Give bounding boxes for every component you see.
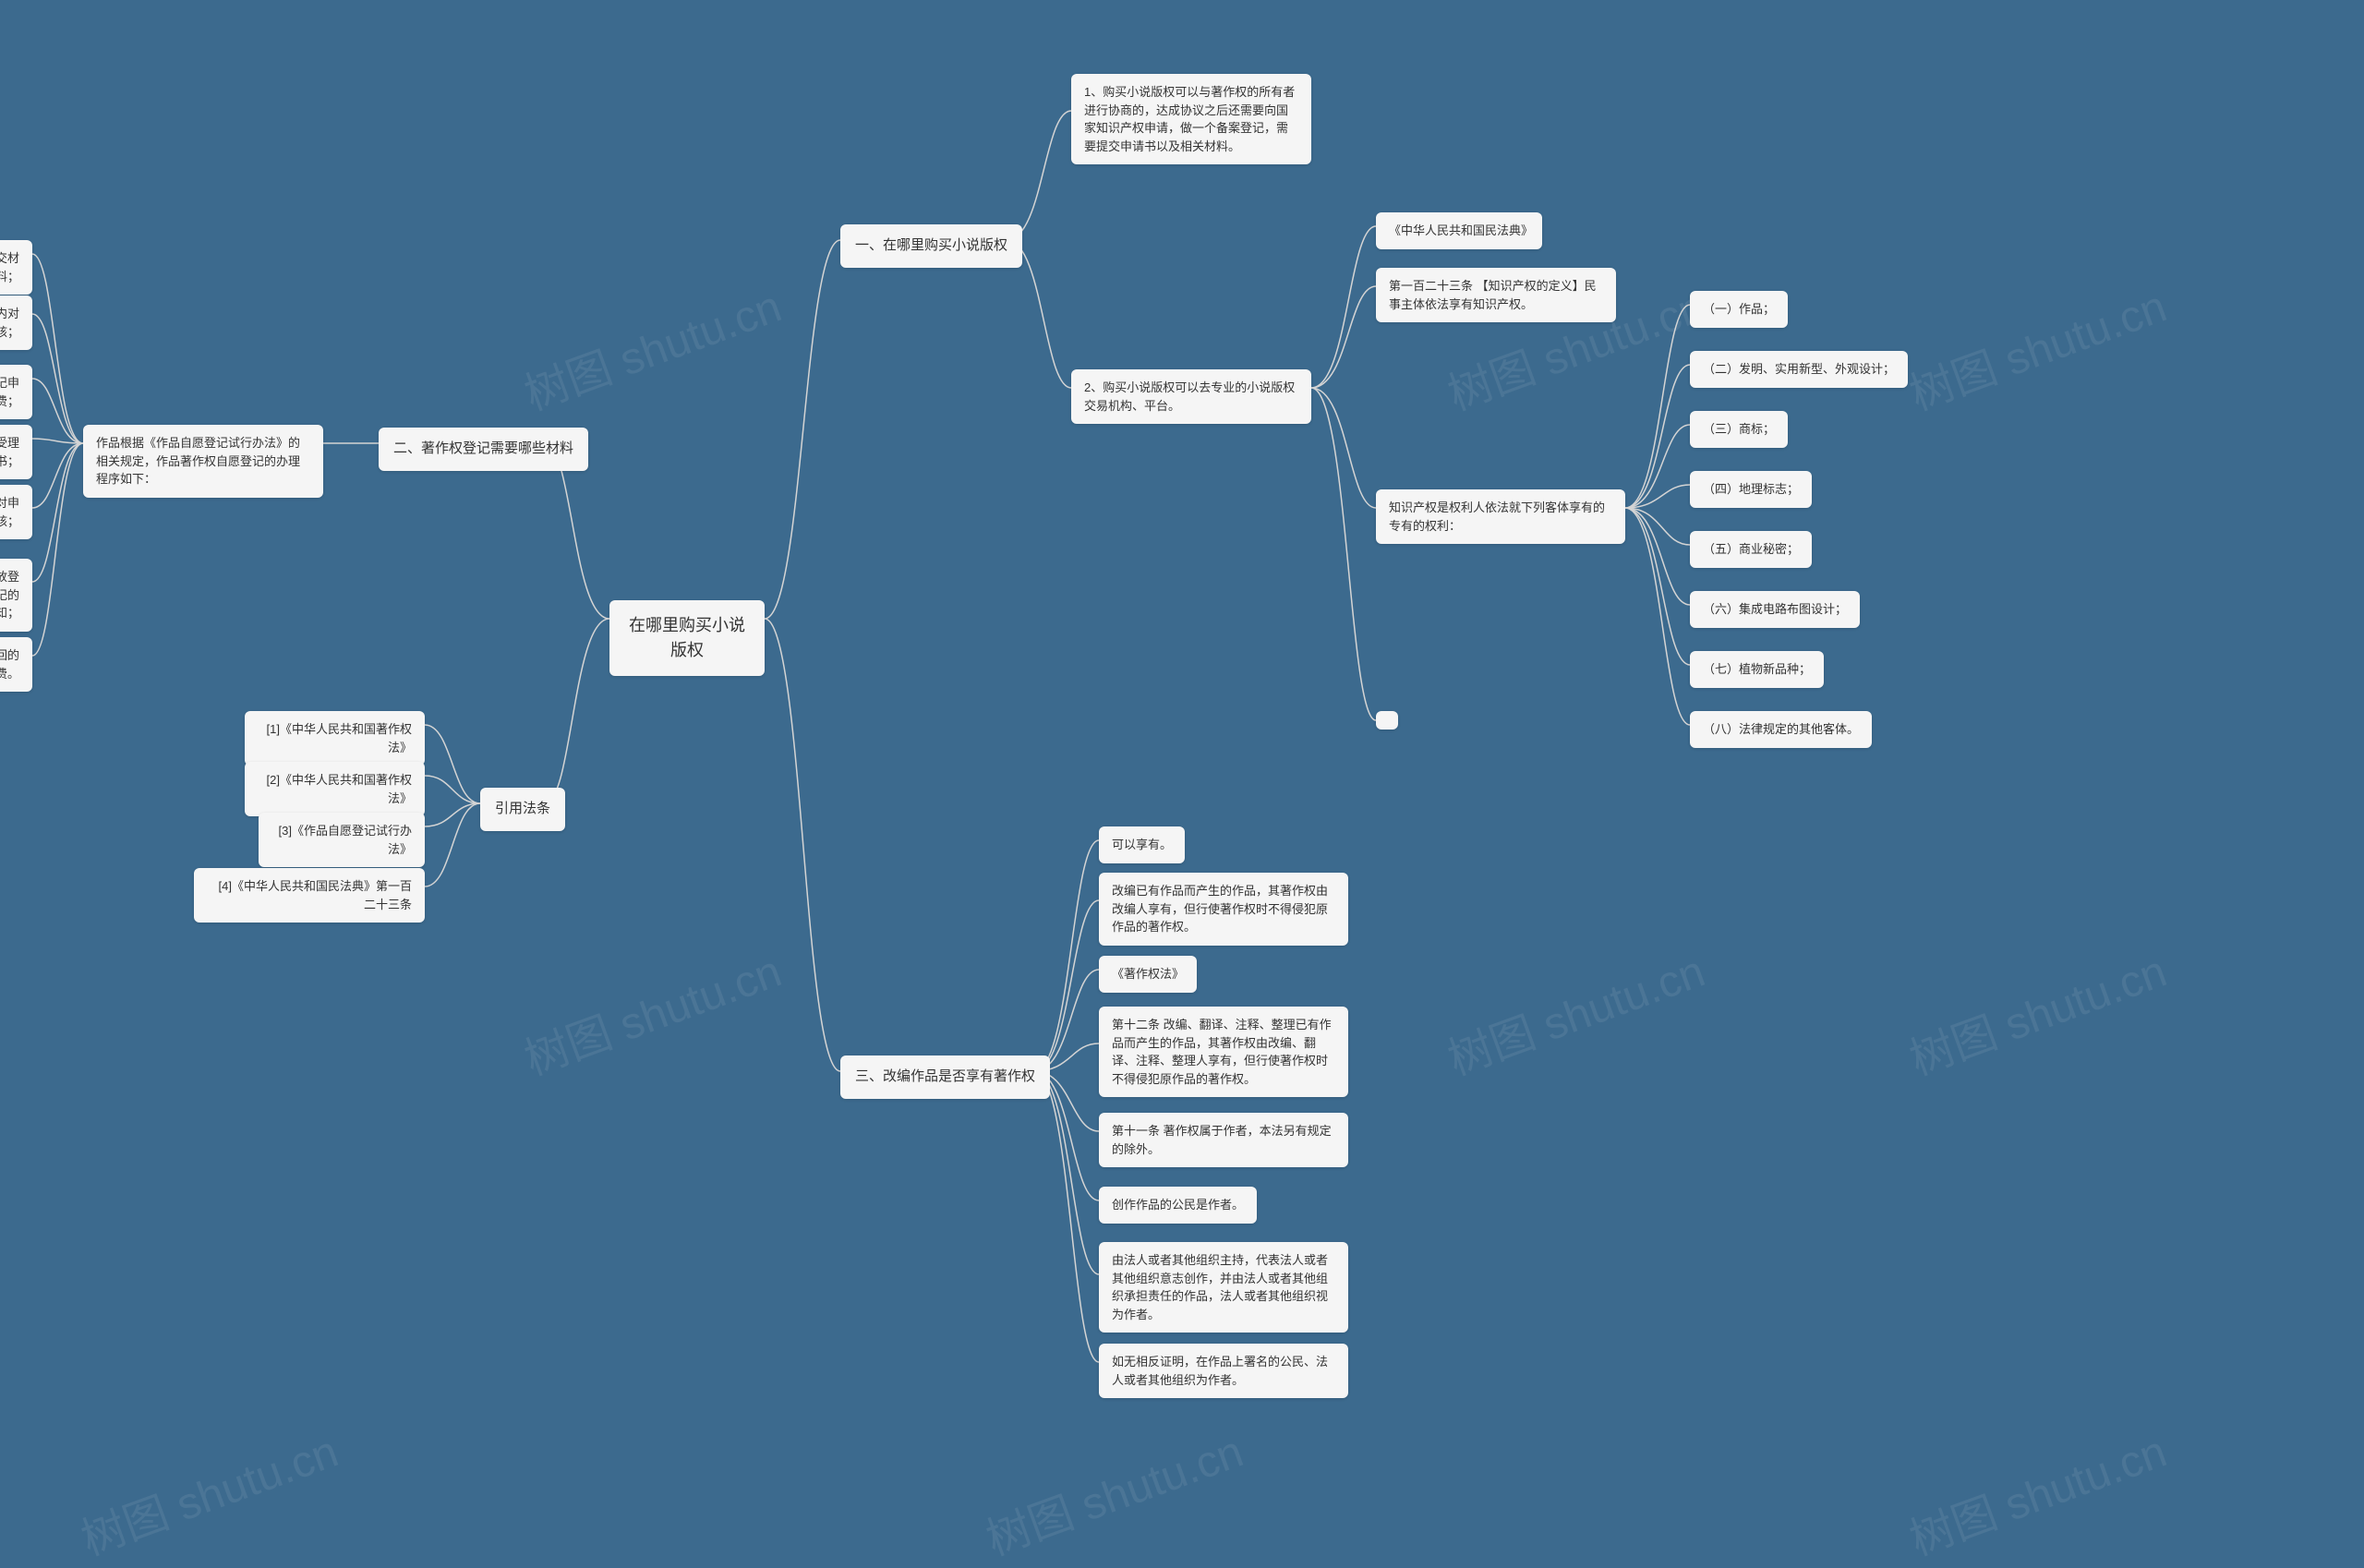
leaf-s1-g0[interactable]: 《中华人民共和国民法典》 <box>1376 212 1542 249</box>
branch-section2[interactable]: 二、著作权登记需要哪些材料 <box>379 428 588 471</box>
branch-section4[interactable]: 引用法条 <box>480 788 565 831</box>
leaf-h6[interactable]: （六）集成电路布图设计； <box>1690 591 1860 628</box>
leaf-e6[interactable]: （六）登记机关向申请者送达发放登记证书通知或送达不予以办理登记的通知； <box>0 559 32 632</box>
leaf-s1-g3-empty[interactable] <box>1376 711 1398 730</box>
leaf-h3[interactable]: （三）商标； <box>1690 411 1788 448</box>
leaf-d1[interactable]: 可以享有。 <box>1099 826 1185 863</box>
leaf-d4[interactable]: 第十二条 改编、翻译、注释、整理已有作品而产生的作品，其著作权由改编、翻译、注释… <box>1099 1007 1348 1097</box>
leaf-s1-g2[interactable]: 知识产权是权利人依法就下列客体享有的专有的权利： <box>1376 489 1625 544</box>
leaf-e7[interactable]: （七）申请人领取登记证书或退回的50%申请费。 <box>0 637 32 692</box>
leaf-f3[interactable]: [3]《作品自愿登记试行办法》 <box>259 813 425 867</box>
leaf-h7[interactable]: （七）植物新品种； <box>1690 651 1824 688</box>
leaf-d6[interactable]: 创作作品的公民是作者。 <box>1099 1187 1257 1224</box>
leaf-d7[interactable]: 由法人或者其他组织主持，代表法人或者其他组织意志创作，并由法人或者其他组织承担责… <box>1099 1242 1348 1333</box>
leaf-h5[interactable]: （五）商业秘密； <box>1690 531 1812 568</box>
leaf-d3[interactable]: 《著作权法》 <box>1099 956 1197 993</box>
branch-section3[interactable]: 三、改编作品是否享有著作权 <box>840 1055 1050 1099</box>
leaf-e4[interactable]: （四）登记机关收到费用后发放受理通知书； <box>0 425 32 479</box>
leaf-f4[interactable]: [4]《中华人民共和国民法典》第一百二十三条 <box>194 868 425 923</box>
leaf-d8[interactable]: 如无相反证明，在作品上署名的公民、法人或者其他组织为作者。 <box>1099 1344 1348 1398</box>
leaf-h8[interactable]: （八）法律规定的其他客体。 <box>1690 711 1872 748</box>
leaf-s2-intermediate[interactable]: 作品根据《作品自愿登记试行办法》的相关规定，作品著作权自愿登记的办理程序如下： <box>83 425 323 498</box>
leaf-h1[interactable]: （一）作品； <box>1690 291 1788 328</box>
leaf-e1[interactable]: （一）申请者递交材料； <box>0 240 32 295</box>
leaf-e5[interactable]: （五）登记机关在受理后30日内对申请材料的正确与否，进行形式审核； <box>0 485 32 539</box>
leaf-d2[interactable]: 改编已有作品而产生的作品，其著作权由改编人享有，但行使著作权时不得侵犯原作品的著… <box>1099 873 1348 946</box>
leaf-s1-g1[interactable]: 第一百二十三条 【知识产权的定义】民事主体依法享有知识产权。 <box>1376 268 1616 322</box>
leaf-e2[interactable]: （二）登记机关在3个工作日内对材料的齐备与否，进行审核； <box>0 296 32 350</box>
leaf-f2[interactable]: [2]《中华人民共和国著作权法》 <box>245 762 425 816</box>
leaf-e3[interactable]: （三）申请者交付登记申请费； <box>0 365 32 419</box>
leaf-h2[interactable]: （二）发明、实用新型、外观设计； <box>1690 351 1908 388</box>
root-node[interactable]: 在哪里购买小说版权 <box>609 600 765 676</box>
leaf-s1-c1[interactable]: 1、购买小说版权可以与著作权的所有者进行协商的，达成协议之后还需要向国家知识产权… <box>1071 74 1311 164</box>
leaf-s1-c2[interactable]: 2、购买小说版权可以去专业的小说版权交易机构、平台。 <box>1071 369 1311 424</box>
leaf-d5[interactable]: 第十一条 著作权属于作者，本法另有规定的除外。 <box>1099 1113 1348 1167</box>
leaf-h4[interactable]: （四）地理标志； <box>1690 471 1812 508</box>
leaf-f1[interactable]: [1]《中华人民共和国著作权法》 <box>245 711 425 766</box>
branch-section1[interactable]: 一、在哪里购买小说版权 <box>840 224 1022 268</box>
